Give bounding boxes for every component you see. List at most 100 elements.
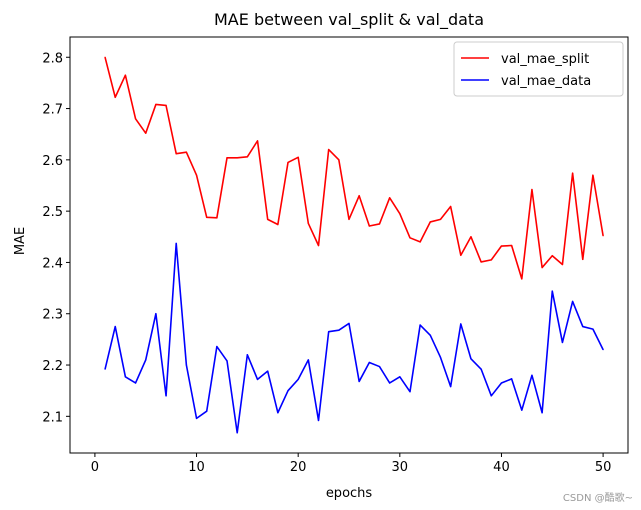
x-tick-label: 10: [188, 460, 205, 475]
y-axis-label: MAE: [13, 227, 28, 255]
data-point-val_mae_split-41: [511, 244, 513, 247]
data-point-val_mae_data-49: [592, 328, 594, 330]
watermark: CSDN @酷歌~: [562, 493, 633, 504]
data-point-val_mae_data-36: [460, 323, 462, 325]
data-point-val_mae_data-8: [175, 242, 177, 245]
data-point-val_mae_data-46: [561, 341, 564, 344]
data-point-val_mae_split-8: [175, 153, 177, 155]
data-point-val_mae_split-18: [277, 223, 279, 226]
data-point-val_mae_split-36: [460, 254, 462, 256]
data-point-val_mae_split-15: [246, 156, 248, 158]
data-point-val_mae_data-45: [551, 290, 553, 292]
legend-label-val_mae_split: val_mae_split: [501, 52, 589, 67]
data-point-val_mae_data-9: [185, 364, 187, 366]
data-point-val_mae_split-49: [592, 174, 594, 176]
data-point-val_mae_split-27: [368, 225, 370, 227]
data-point-val_mae_data-31: [409, 391, 411, 393]
data-point-val_mae_split-48: [582, 258, 584, 260]
data-point-val_mae_data-10: [195, 417, 198, 419]
y-tick-label: 2.8: [42, 51, 63, 66]
y-tick-label: 2.2: [42, 359, 63, 374]
x-tick-label: 50: [595, 460, 612, 475]
plot-area: 0 10 20 30 40 50 2.1 2.2 2.3 2.4 2.5 2.6 2.7 2.8 val_m…: [42, 36, 629, 475]
data-point-val_mae_data-5: [145, 359, 147, 361]
series-line-val_mae_split: [104, 57, 604, 280]
data-point-val_mae_split-25: [348, 218, 350, 220]
data-point-val_mae_split-31: [409, 237, 411, 239]
y-tick-label: 2.1: [42, 410, 63, 425]
data-point-val_mae_split-12: [216, 217, 218, 219]
data-point-val_mae_split-38: [480, 261, 482, 263]
data-point-val_mae_data-13: [226, 360, 228, 362]
x-tick-label: 30: [392, 460, 409, 475]
data-point-val_mae_data-40: [500, 382, 503, 384]
data-point-val_mae_data-50: [602, 349, 604, 351]
data-point-val_mae_data-26: [358, 380, 360, 383]
data-point-val_mae_data-4: [134, 382, 137, 384]
data-point-val_mae_data-29: [389, 382, 391, 384]
data-point-val_mae_split-42: [521, 278, 523, 280]
data-point-val_mae_data-48: [582, 325, 584, 328]
data-point-val_mae_data-43: [531, 374, 533, 376]
data-point-val_mae_split-35: [450, 205, 452, 208]
data-point-val_mae_data-11: [206, 410, 208, 412]
data-point-val_mae_data-25: [348, 322, 350, 325]
data-point-val_mae_data-19: [287, 390, 289, 392]
data-point-val_mae_split-3: [124, 74, 126, 76]
data-point-val_mae_split-13: [226, 157, 228, 159]
data-point-val_mae_split-39: [490, 259, 492, 261]
y-tick-label: 2.5: [42, 205, 63, 220]
x-axis-label: epochs: [326, 486, 373, 501]
series-line-val_mae_data: [104, 242, 604, 434]
data-point-val_mae_data-14: [236, 432, 238, 434]
x-tick-label: 40: [493, 460, 510, 475]
data-point-val_mae_data-30: [399, 376, 401, 378]
data-point-val_mae_split-28: [378, 223, 381, 225]
data-point-val_mae_data-35: [450, 385, 452, 388]
data-point-val_mae_split-50: [602, 235, 604, 237]
data-point-val_mae_data-7: [165, 395, 167, 397]
data-point-val_mae_split-43: [531, 189, 533, 191]
data-point-val_mae_split-32: [419, 241, 421, 243]
data-point-val_mae_data-17: [267, 370, 269, 372]
data-point-val_mae_data-23: [328, 331, 330, 333]
data-point-val_mae_data-1: [104, 368, 106, 370]
data-point-val_mae_data-28: [378, 365, 381, 368]
y-tick-label: 2.6: [42, 154, 63, 169]
data-point-val_mae_split-1: [104, 56, 106, 58]
legend-box: [453, 41, 624, 97]
data-point-val_mae_split-24: [338, 159, 340, 161]
data-point-val_mae_data-2: [114, 325, 116, 328]
data-point-val_mae_data-27: [368, 361, 370, 364]
data-point-val_mae_split-34: [439, 218, 442, 220]
data-point-val_mae_split-2: [114, 96, 116, 98]
data-point-val_mae_split-16: [256, 140, 259, 142]
data-point-val_mae_data-16: [256, 378, 259, 380]
y-tick-label: 2.4: [42, 256, 63, 271]
data-point-val_mae_split-46: [561, 263, 564, 266]
data-point-val_mae_data-22: [317, 419, 320, 422]
data-point-val_mae_split-30: [399, 213, 401, 215]
y-tick-label: 2.7: [42, 103, 63, 118]
data-point-val_mae_split-37: [470, 236, 472, 238]
data-point-val_mae_split-19: [287, 161, 289, 164]
chart-title: MAE between val_split & val_data: [214, 10, 484, 30]
data-point-val_mae_split-7: [165, 104, 167, 107]
data-point-val_mae_data-6: [155, 313, 157, 315]
x-tick-label: 20: [290, 460, 307, 475]
data-point-val_mae_data-20: [297, 378, 299, 380]
data-point-val_mae_data-44: [541, 412, 543, 414]
data-point-val_mae_split-21: [307, 222, 309, 225]
data-point-val_mae_split-5: [145, 132, 147, 134]
data-point-val_mae_data-38: [480, 368, 482, 370]
data-point-val_mae_data-33: [429, 334, 431, 336]
data-point-val_mae_split-44: [541, 266, 543, 269]
data-point-val_mae_data-21: [307, 359, 309, 361]
data-point-val_mae_data-24: [338, 329, 340, 331]
data-point-val_mae_split-23: [328, 148, 330, 151]
data-point-val_mae_data-47: [572, 300, 574, 303]
data-point-val_mae_data-39: [490, 395, 492, 397]
data-point-val_mae_split-26: [358, 195, 360, 197]
data-point-val_mae_split-47: [572, 172, 574, 174]
